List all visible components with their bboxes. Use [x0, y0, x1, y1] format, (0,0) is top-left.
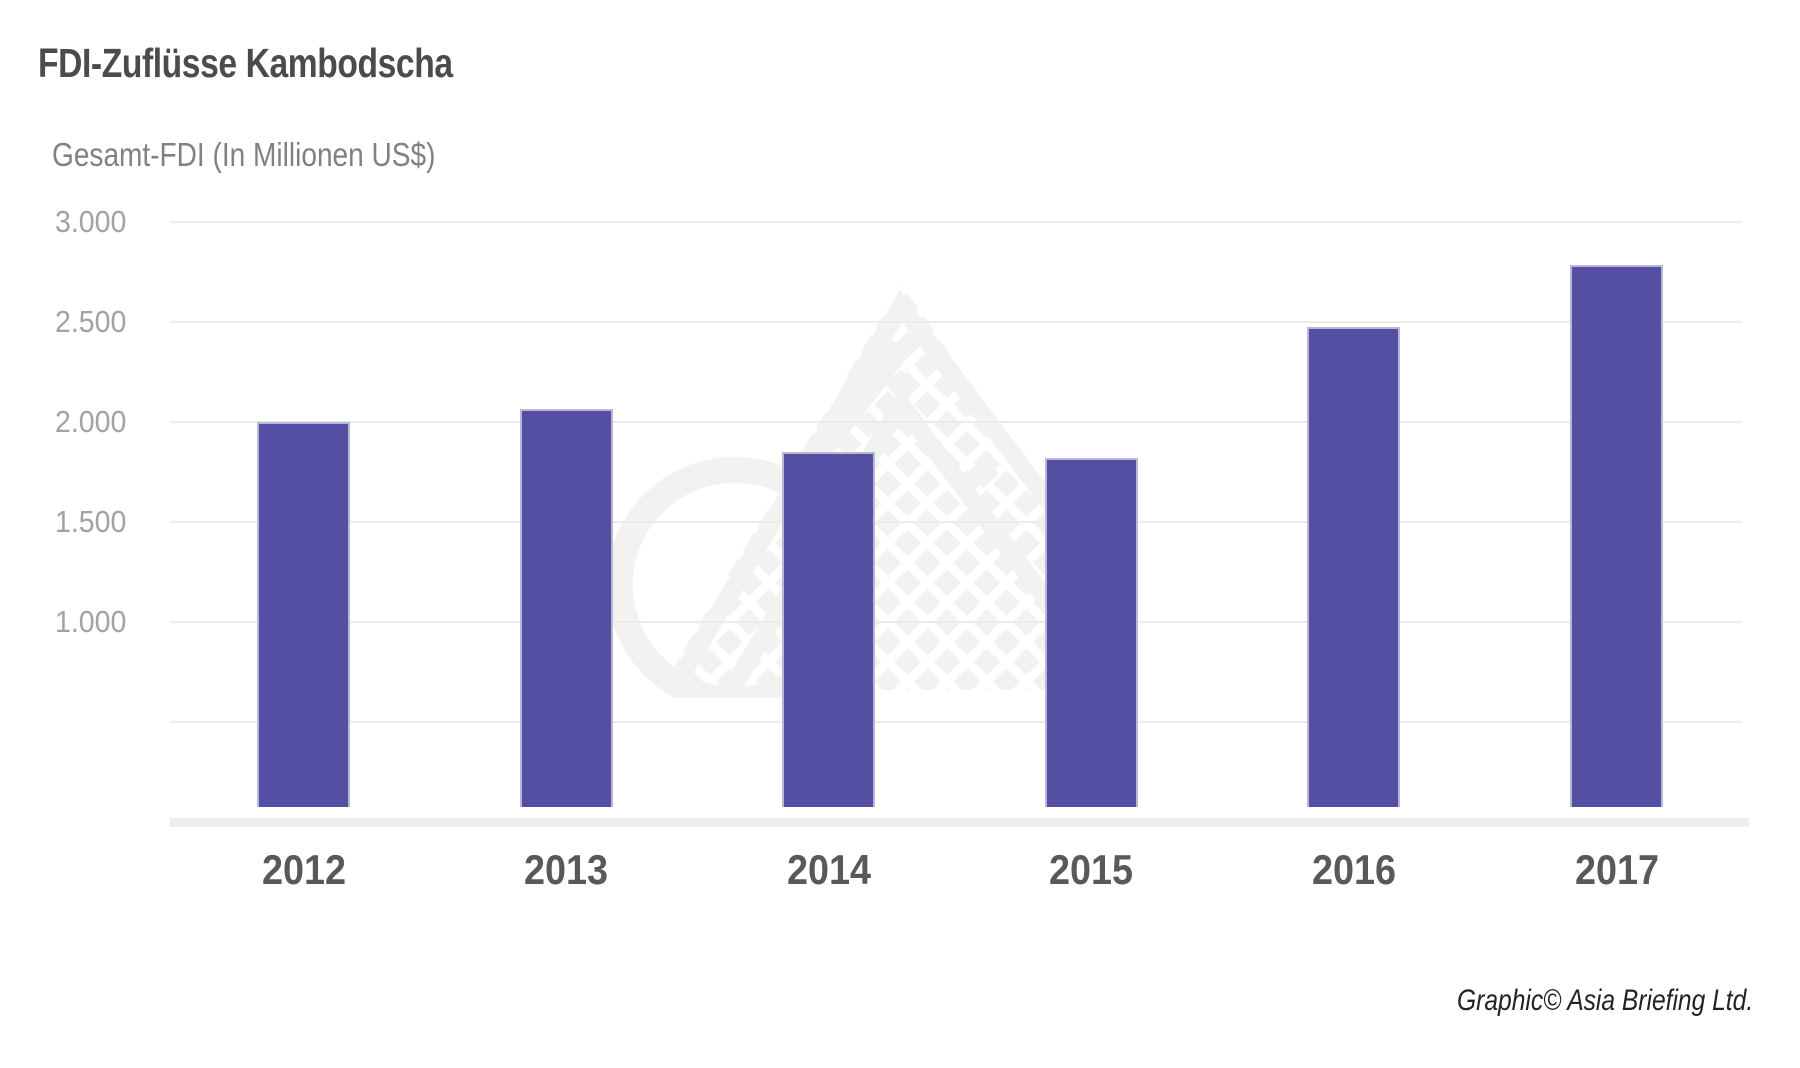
gridline: [170, 520, 1742, 523]
x-axis-label-2016: 2016: [1311, 846, 1396, 893]
y-axis-tick-label: 1.500: [55, 503, 127, 539]
x-axis-label-2012: 2012: [261, 846, 346, 893]
bar-2013: [519, 408, 613, 807]
bar-2014: [782, 451, 876, 807]
credit-text: Graphic© Asia Briefing Ltd.: [1456, 984, 1753, 1017]
x-axis-label-2017: 2017: [1574, 846, 1659, 893]
bar-2012: [257, 421, 350, 807]
x-axis-label-2014: 2014: [786, 846, 871, 893]
y-axis-tick-label: 1.000: [55, 603, 127, 639]
y-axis-title: Gesamt-FDI (In Millionen US$): [52, 136, 436, 173]
y-axis-tick-label: 2.500: [55, 303, 127, 339]
x-axis-label-2013: 2013: [524, 846, 609, 893]
bar-2015: [1044, 457, 1138, 807]
gridline: [170, 420, 1742, 423]
y-axis-tick-label: 2.000: [55, 403, 127, 439]
chart-title: FDI-Zuflüsse Kambodscha: [38, 40, 453, 86]
bar-2017: [1570, 264, 1663, 807]
gridline: [170, 720, 1742, 723]
gridline: [170, 320, 1742, 323]
x-axis-line: [170, 818, 1749, 827]
gridline: [170, 620, 1742, 623]
y-axis-tick-label: 3.000: [55, 203, 127, 239]
bar-2016: [1307, 326, 1401, 807]
x-axis-label-2015: 2015: [1049, 846, 1134, 893]
gridline: [170, 220, 1742, 223]
